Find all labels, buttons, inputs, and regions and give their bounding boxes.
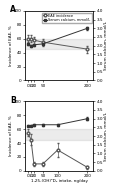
Y-axis label: Serum calcium, mmol/L: Serum calcium, mmol/L: [104, 21, 107, 70]
Legend: EAE incidence, Serum calcium, mmol/L: EAE incidence, Serum calcium, mmol/L: [41, 13, 91, 23]
Text: A: A: [10, 5, 16, 14]
Y-axis label: Incidence of EAE, %: Incidence of EAE, %: [9, 25, 13, 66]
X-axis label: 1,25-(OH)²D₃ intake, ng/day: 1,25-(OH)²D₃ intake, ng/day: [30, 179, 87, 184]
Bar: [25, 129, 93, 139]
Y-axis label: Incidence of EAE, %: Incidence of EAE, %: [9, 116, 13, 156]
Text: B: B: [10, 96, 16, 105]
Bar: [25, 39, 93, 49]
Y-axis label: Serum calcium, mmol/L: Serum calcium, mmol/L: [104, 112, 107, 160]
